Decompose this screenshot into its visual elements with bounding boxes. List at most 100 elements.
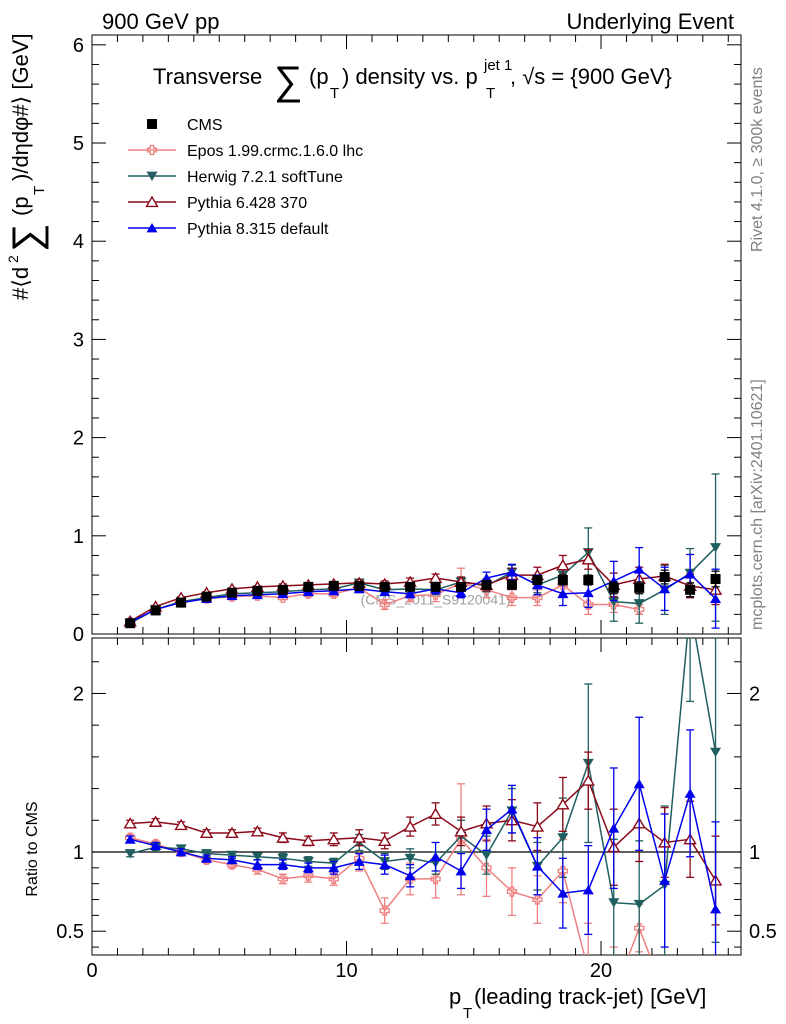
point-cms xyxy=(125,618,136,629)
xlabel-sub: T xyxy=(463,1005,472,1022)
title-text-a: Transverse xyxy=(153,64,262,89)
y-tick-label: 3 xyxy=(73,329,84,351)
point-epos-1-99-crmc-1-6-0-lhc xyxy=(328,873,339,885)
y-tick-label: 4 xyxy=(73,231,84,253)
title-sub-2: T xyxy=(486,85,495,102)
point-pythia-8-315-default xyxy=(480,824,492,835)
point-cms xyxy=(150,605,161,616)
point-cms xyxy=(176,597,187,608)
point-pythia-8-315-default xyxy=(328,862,340,873)
point-cms xyxy=(634,582,645,593)
legend-item-epos-1-99-crmc-1-6-0-lhc: Epos 1.99.crmc.1.6.0 lhc xyxy=(128,143,363,160)
point-pythia-8-315-default xyxy=(175,847,187,857)
point-pythia-8-315-default xyxy=(582,587,594,598)
main-frame xyxy=(91,34,742,635)
main-data xyxy=(123,473,723,629)
point-pythia-8-315-default xyxy=(251,859,263,870)
ylabel-text-a: #⟨d xyxy=(8,267,33,300)
point-herwig-7-2-1-softtune xyxy=(251,852,263,862)
point-herwig-7-2-1-softtune xyxy=(480,850,492,861)
point-epos-1-99-crmc-1-6-0-lhc xyxy=(532,894,543,905)
point-cms xyxy=(608,582,619,593)
point-cms xyxy=(532,574,543,585)
y-tick-label: 1 xyxy=(73,526,84,548)
point-epos-1-99-crmc-1-6-0-lhc xyxy=(506,886,518,897)
point-cms xyxy=(430,581,441,592)
point-pythia-8-315-default xyxy=(531,861,543,871)
point-cms xyxy=(456,581,467,592)
point-cms xyxy=(201,591,212,602)
point-pythia-8-315-default xyxy=(582,885,594,895)
mcplots-label: mcplots.cern.ch [arXiv:2401.10621] xyxy=(749,379,766,630)
point-cms xyxy=(303,581,314,592)
point-cms xyxy=(226,587,237,598)
point-pythia-6-428-370 xyxy=(454,825,468,837)
xlabel-text-b: (leading track-jet) [GeV] xyxy=(474,984,706,1009)
point-pythia-8-315-default xyxy=(710,904,722,914)
point-pythia-6-428-370 xyxy=(530,820,545,832)
legend-marker xyxy=(146,171,158,181)
ylabel-sum-symbol: ∑ xyxy=(5,223,49,252)
header-right: Underlying Event xyxy=(566,9,734,34)
point-epos-1-99-crmc-1-6-0-lhc xyxy=(532,592,543,603)
ratio-data xyxy=(123,638,723,955)
point-herwig-7-2-1-softtune xyxy=(633,599,645,609)
point-herwig-7-2-1-softtune xyxy=(710,747,722,758)
point-pythia-6-428-370 xyxy=(148,815,163,827)
legend-marker xyxy=(146,223,158,233)
ratio-frame xyxy=(91,637,742,956)
point-pythia-8-315-default xyxy=(404,870,416,881)
point-pythia-8-315-default xyxy=(659,875,671,885)
point-herwig-7-2-1-softtune xyxy=(277,853,289,864)
point-pythia-8-315-default xyxy=(455,587,467,598)
title-sup-2: jet 1 xyxy=(483,57,512,74)
point-pythia-6-428-370 xyxy=(301,834,316,846)
series-line-pythia-6-428-370 xyxy=(129,558,716,622)
series-line-pythia-8-315-default xyxy=(129,781,717,910)
legend-item-herwig-7-2-1-softtune: Herwig 7.2.1 softTune xyxy=(128,169,343,186)
legend-item-cms: CMS xyxy=(147,117,223,134)
point-pythia-6-428-370 xyxy=(352,831,366,843)
series-pythia-8-315-default xyxy=(124,716,722,955)
rivet-label: Rivet 4.1.0, ≥ 300k events xyxy=(749,67,766,252)
y-tick-label: 1 xyxy=(73,842,84,864)
title-sum-symbol: ∑ xyxy=(274,59,303,103)
point-cms xyxy=(354,580,365,591)
series-line-herwig-7-2-1-softtune xyxy=(129,638,717,906)
point-epos-1-99-crmc-1-6-0-lhc xyxy=(379,599,390,610)
point-pythia-6-428-370 xyxy=(556,798,570,810)
y-tick-label: 0 xyxy=(73,624,84,646)
point-cms xyxy=(481,579,492,590)
legend-label: Herwig 7.2.1 softTune xyxy=(187,169,343,186)
legend-marker xyxy=(145,195,159,208)
series-pythia-8-315-default xyxy=(124,546,722,629)
point-pythia-8-315-default xyxy=(608,823,620,833)
point-cms xyxy=(659,572,670,583)
point-pythia-8-315-default xyxy=(379,859,391,870)
point-cms xyxy=(277,584,288,595)
point-pythia-6-428-370 xyxy=(428,807,443,820)
legend-item-pythia-8-315-default: Pythia 8.315 default xyxy=(128,221,329,238)
point-pythia-6-428-370 xyxy=(377,834,392,846)
point-pythia-6-428-370 xyxy=(199,826,214,839)
point-pythia-8-315-default xyxy=(659,583,671,594)
xlabel-text-a: p xyxy=(449,984,461,1009)
point-epos-1-99-crmc-1-6-0-lhc xyxy=(506,592,518,603)
legend-item-pythia-6-428-370: Pythia 6.428 370 xyxy=(128,195,307,212)
point-pythia-8-315-default xyxy=(150,840,162,851)
point-cms xyxy=(685,584,696,595)
y-tick-label: 6 xyxy=(73,35,84,57)
point-epos-1-99-crmc-1-6-0-lhc xyxy=(481,862,492,873)
y-tick-label-right: 1 xyxy=(749,842,760,864)
ylabel-text-c: )/dηdφ#⟩ [GeV] xyxy=(8,33,33,181)
point-herwig-7-2-1-softtune xyxy=(124,849,136,859)
point-pythia-8-315-default xyxy=(684,788,696,798)
point-herwig-7-2-1-softtune xyxy=(302,857,314,867)
point-pythia-8-315-default xyxy=(557,888,569,898)
point-cms xyxy=(252,585,263,596)
title-text-b: (p xyxy=(309,64,329,89)
point-pythia-8-315-default xyxy=(302,862,314,873)
point-pythia-8-315-default xyxy=(455,866,467,876)
